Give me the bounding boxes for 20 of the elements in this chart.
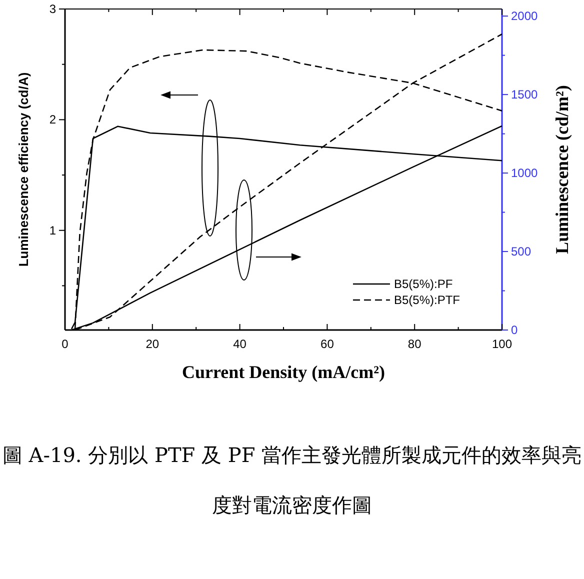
- y2-tick-label: 2000: [511, 9, 538, 24]
- x-tick-label: 100: [492, 337, 512, 351]
- y-axis-title: Luminescence efficiency (cd/A): [16, 72, 31, 267]
- y2-tick-label: 1500: [511, 88, 538, 102]
- y2-tick-label: 1000: [511, 166, 538, 180]
- y2-tick-label: 500: [511, 244, 532, 259]
- y2-axis-title: Luminescence (cd/m²): [552, 85, 572, 254]
- y-tick-label: 2: [49, 112, 56, 127]
- x-tick-label: 40: [233, 337, 247, 351]
- x-axis-title: Current Density (mA/cm²): [182, 362, 386, 382]
- x-tick-label: 60: [320, 337, 334, 351]
- legend-label: B5(5%):PF: [394, 277, 453, 291]
- x-tick-label: 0: [62, 337, 69, 351]
- text: 圖 A-19. 分別以 PTF 及 PF 當作主發光體所製成元件的效率與亮度對電流密度作圖: [2, 443, 582, 517]
- x-tick-label: 20: [146, 337, 160, 351]
- y-tick-label: 1: [49, 223, 56, 238]
- x-tick-label: 80: [408, 337, 422, 351]
- y-tick-label: 3: [49, 2, 56, 16]
- legend-label: B5(5%):PTF: [394, 293, 460, 307]
- y2-tick-label: 0: [511, 323, 518, 337]
